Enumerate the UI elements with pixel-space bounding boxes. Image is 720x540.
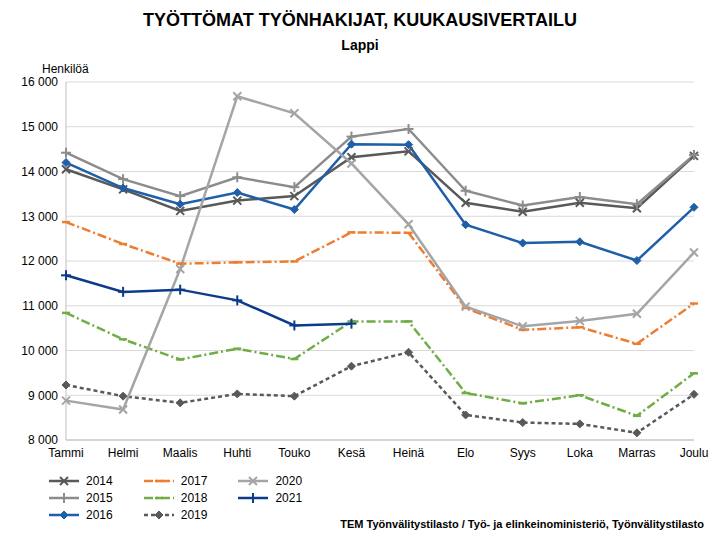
svg-text:16 000: 16 000 <box>21 75 58 89</box>
svg-text:9 000: 9 000 <box>28 389 58 403</box>
svg-text:11 000: 11 000 <box>22 299 58 313</box>
svg-text:Joulu: Joulu <box>680 446 709 460</box>
svg-text:Elo: Elo <box>457 446 475 460</box>
html-text:2015: 2015 <box>86 491 113 505</box>
svg-text:14 000: 14 000 <box>21 165 58 179</box>
svg-text:Heinä: Heinä <box>393 446 425 460</box>
html-text:2020: 2020 <box>275 474 303 488</box>
svg-text:Touko: Touko <box>278 446 310 460</box>
svg-text:Helmi: Helmi <box>108 446 139 460</box>
svg-text:Kesä: Kesä <box>338 446 366 460</box>
svg-text:Syys: Syys <box>510 446 536 460</box>
svg-text:8 000: 8 000 <box>28 433 58 447</box>
svg-text:Tammi: Tammi <box>48 446 83 460</box>
html-text:TYÖTTÖMAT TYÖNHAKIJAT, KUUKAUS: TYÖTTÖMAT TYÖNHAKIJAT, KUUKAUSIVERTAILU <box>143 10 577 30</box>
html-text:2021: 2021 <box>275 491 303 505</box>
html-text:2017: 2017 <box>180 474 208 488</box>
html-text:2018: 2018 <box>180 491 208 505</box>
html-text:2019: 2019 <box>180 508 208 522</box>
svg-text:Huhti: Huhti <box>223 446 251 460</box>
svg-text:13 000: 13 000 <box>21 210 58 224</box>
html-text:Henkilöä: Henkilöä <box>42 62 89 76</box>
svg-text:12 000: 12 000 <box>21 254 58 268</box>
svg-text:10 000: 10 000 <box>21 344 58 358</box>
svg-text:15 000: 15 000 <box>21 120 58 134</box>
svg-text:Loka: Loka <box>567 446 593 460</box>
html-text:TEM Työnvälitystilasto / Työ-: TEM Työnvälitystilasto / Työ- ja elinkei… <box>340 518 704 530</box>
html-text:2014: 2014 <box>86 474 113 488</box>
svg-text:Marras: Marras <box>618 446 655 460</box>
html-text:2016: 2016 <box>86 508 113 522</box>
html-text:Lappi: Lappi <box>341 37 379 53</box>
svg-text:Maalis: Maalis <box>163 446 198 460</box>
